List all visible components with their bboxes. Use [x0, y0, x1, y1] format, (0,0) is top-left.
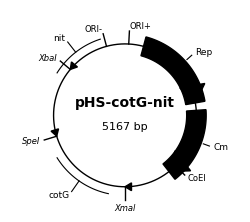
- Polygon shape: [169, 151, 190, 172]
- Text: pHS-cotG-nit: pHS-cotG-nit: [75, 96, 175, 110]
- Text: Rep: Rep: [195, 48, 212, 57]
- Text: Cm: Cm: [214, 143, 228, 152]
- Polygon shape: [125, 183, 132, 191]
- Text: XbaI: XbaI: [38, 54, 57, 63]
- Text: SpeI: SpeI: [22, 137, 40, 146]
- Text: ORI+: ORI+: [130, 22, 152, 31]
- Polygon shape: [176, 159, 183, 166]
- Polygon shape: [51, 129, 59, 136]
- Text: Xmal: Xmal: [114, 204, 136, 213]
- Text: ORI-: ORI-: [84, 25, 102, 34]
- Polygon shape: [70, 62, 78, 69]
- Polygon shape: [180, 83, 205, 103]
- Text: CoEI: CoEI: [188, 174, 206, 182]
- Polygon shape: [163, 110, 206, 179]
- Text: 5167 bp: 5167 bp: [102, 122, 148, 132]
- Text: cotG: cotG: [48, 191, 69, 200]
- Text: nit: nit: [53, 34, 65, 43]
- Polygon shape: [141, 37, 205, 105]
